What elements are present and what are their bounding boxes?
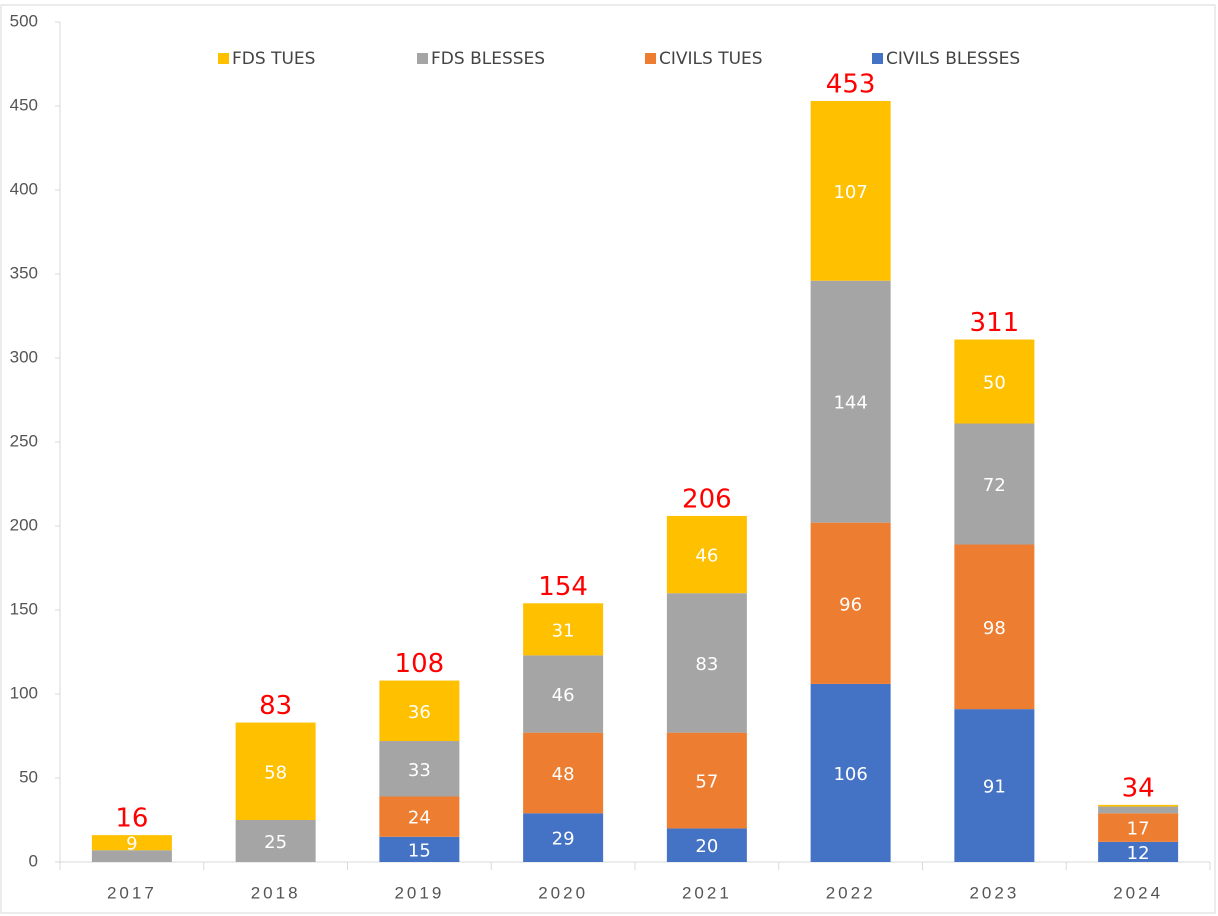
bar-segment <box>235 820 316 862</box>
bar-segment <box>1098 841 1179 862</box>
y-tick-label: 0 <box>29 851 38 870</box>
total-label: 311 <box>970 308 1020 338</box>
legend-swatch <box>872 53 883 64</box>
bar-segment <box>810 522 891 684</box>
bar-segment <box>523 655 604 733</box>
segment-label: 144 <box>833 393 867 414</box>
legend-label: CIVILS TUES <box>659 49 763 69</box>
legend-label: FDS BLESSES <box>431 49 545 69</box>
segment-label: 98 <box>983 618 1006 639</box>
bar-segment <box>954 709 1035 862</box>
segment-label: 9 <box>126 834 137 855</box>
bar-segment <box>523 813 604 862</box>
bar-segment <box>91 850 172 862</box>
y-tick-label: 50 <box>19 767 38 786</box>
total-label: 83 <box>259 691 292 721</box>
segment-label: 46 <box>552 685 575 706</box>
segment-label: 50 <box>983 373 1006 394</box>
segment-label: 107 <box>833 182 867 203</box>
bar-segment <box>954 423 1035 545</box>
legend-swatch <box>417 53 428 64</box>
bar-segment <box>1098 806 1179 814</box>
segment-label: 31 <box>552 620 575 641</box>
segment-label: 58 <box>264 762 287 783</box>
segment-label: 12 <box>1127 843 1150 864</box>
bar-segment <box>954 544 1035 710</box>
x-tick-label: 2024 <box>1113 883 1163 902</box>
y-tick-label: 300 <box>10 347 38 366</box>
frame <box>0 4 1216 914</box>
y-tick-label: 150 <box>10 599 38 618</box>
segment-label: 17 <box>1127 819 1150 840</box>
bar-segment <box>666 515 747 594</box>
bar-segment <box>666 593 747 733</box>
segment-label: 20 <box>695 836 718 857</box>
segment-label: 36 <box>408 702 431 723</box>
x-tick-label: 2019 <box>394 883 444 902</box>
bar-segment <box>379 796 460 837</box>
y-tick-label: 450 <box>10 95 38 114</box>
total-label: 108 <box>395 649 445 679</box>
bar-segment <box>379 680 460 742</box>
y-tick-label: 100 <box>10 683 38 702</box>
total-label: 453 <box>826 69 876 99</box>
total-label: 206 <box>682 484 732 514</box>
bar-segment <box>810 280 891 523</box>
total-label: 154 <box>538 572 588 602</box>
segment-label: 46 <box>695 546 718 567</box>
x-tick-label: 2023 <box>969 883 1019 902</box>
bar-segment <box>1098 813 1179 842</box>
bar-segment <box>666 732 747 829</box>
segment-label: 29 <box>552 829 575 850</box>
x-tick-label: 2021 <box>682 883 732 902</box>
bar-segment <box>91 835 172 851</box>
y-tick-label: 500 <box>10 11 38 30</box>
bar-segment <box>810 100 891 281</box>
bar-segment <box>666 828 747 862</box>
segment-label: 33 <box>408 760 431 781</box>
y-tick-label: 200 <box>10 515 38 534</box>
bar-segment <box>379 836 460 862</box>
bar-segment <box>235 722 316 820</box>
total-label: 16 <box>115 804 148 834</box>
legend-label: CIVILS BLESSES <box>886 49 1020 69</box>
total-label: 34 <box>1122 773 1155 803</box>
bar-segment <box>810 683 891 862</box>
x-tick-label: 2022 <box>826 883 876 902</box>
segment-label: 24 <box>408 808 431 829</box>
bar-segment <box>523 732 604 814</box>
y-tick-label: 400 <box>10 179 38 198</box>
bar-segment <box>1098 804 1179 807</box>
x-tick-label: 2020 <box>538 883 588 902</box>
segment-label: 25 <box>264 832 287 853</box>
legend-swatch <box>218 53 229 64</box>
x-tick-label: 2018 <box>251 883 301 902</box>
segment-label: 72 <box>983 475 1006 496</box>
x-tick-label: 2017 <box>107 883 157 902</box>
segment-label: 15 <box>408 840 431 861</box>
segment-label: 106 <box>833 764 867 785</box>
bar-segment <box>954 339 1035 424</box>
bar-segment <box>523 603 604 656</box>
y-tick-label: 250 <box>10 431 38 450</box>
legend-swatch <box>645 53 656 64</box>
bar-segment <box>379 741 460 797</box>
segment-label: 91 <box>983 777 1006 798</box>
legend-label: FDS TUES <box>232 49 315 69</box>
segment-label: 96 <box>839 594 862 615</box>
segment-label: 48 <box>552 764 575 785</box>
segment-label: 83 <box>695 654 718 675</box>
segment-label: 57 <box>695 772 718 793</box>
y-tick-label: 350 <box>10 263 38 282</box>
